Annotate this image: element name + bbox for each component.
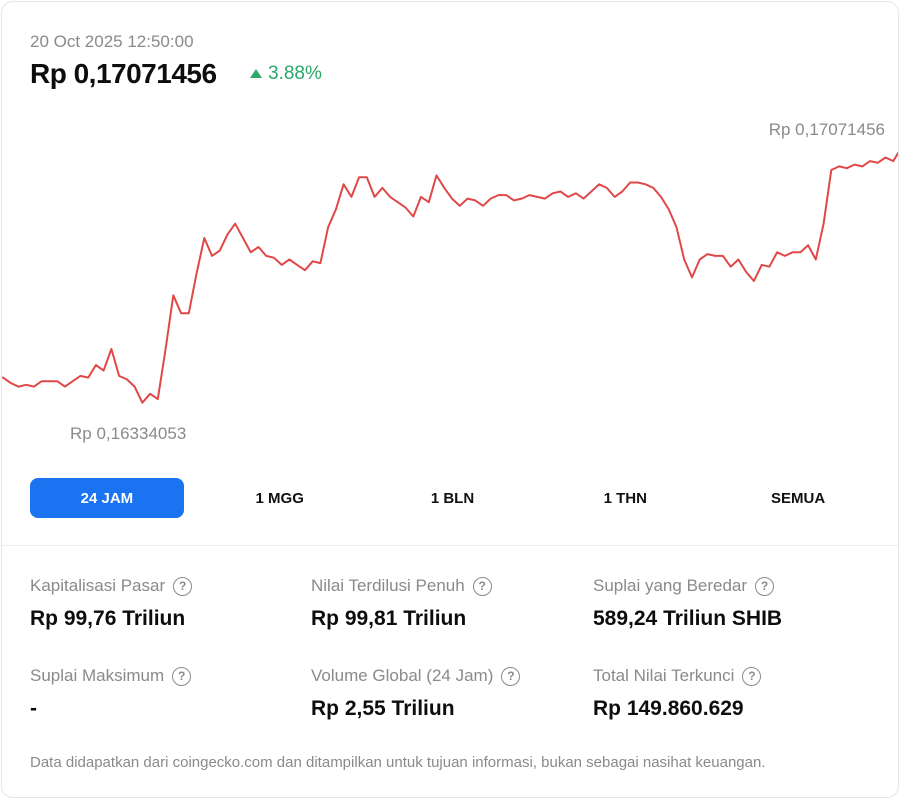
help-icon[interactable]: ? bbox=[173, 576, 193, 596]
arrow-up-icon bbox=[250, 69, 262, 78]
stat-total-value-locked: Total Nilai Terkunci? Rp 149.860.629 bbox=[593, 666, 863, 721]
help-icon[interactable]: ? bbox=[742, 666, 762, 686]
stat-value: Rp 99,81 Triliun bbox=[311, 607, 467, 630]
timestamp: 20 Oct 2025 12:50:00 bbox=[30, 32, 194, 51]
stat-max-supply: Suplai Maksimum? - bbox=[30, 666, 300, 721]
tab-1-bln[interactable]: 1 BLN bbox=[430, 489, 475, 507]
stat-label: Suplai Maksimum bbox=[30, 666, 165, 685]
tab-semua[interactable]: SEMUA bbox=[771, 489, 826, 507]
stat-value: Rp 149.860.629 bbox=[593, 697, 744, 720]
stat-value: 589,24 Triliun SHIB bbox=[593, 607, 783, 630]
help-icon[interactable]: ? bbox=[501, 666, 521, 686]
tab-1-mgg[interactable]: 1 MGG bbox=[255, 489, 304, 507]
stat-market-cap: Kapitalisasi Pasar? Rp 99,76 Triliun bbox=[30, 576, 300, 631]
stat-value: - bbox=[30, 697, 37, 720]
disclaimer-footnote: Data didapatkan dari coingecko.com dan d… bbox=[30, 754, 766, 771]
price-change: 3.88% bbox=[250, 63, 322, 85]
stat-label: Total Nilai Terkunci bbox=[593, 666, 735, 685]
price-line bbox=[2, 151, 898, 404]
tab-1-thn[interactable]: 1 THN bbox=[603, 489, 647, 507]
help-icon[interactable]: ? bbox=[472, 576, 492, 596]
section-divider bbox=[2, 545, 898, 546]
stat-fully-diluted: Nilai Terdilusi Penuh? Rp 99,81 Triliun bbox=[311, 576, 581, 631]
timeframe-tabs: 24 JAM 1 MGG 1 BLN 1 THN SEMUA bbox=[30, 478, 875, 518]
stat-value: Rp 99,76 Triliun bbox=[30, 607, 186, 630]
price-change-value: 3.88% bbox=[268, 63, 322, 84]
chart-high-label: Rp 0,17071456 bbox=[768, 120, 885, 139]
price-chart[interactable] bbox=[2, 112, 899, 452]
stat-label: Kapitalisasi Pasar bbox=[30, 576, 166, 595]
stat-circulating-supply: Suplai yang Beredar? 589,24 Triliun SHIB bbox=[593, 576, 863, 631]
stat-label: Suplai yang Beredar bbox=[593, 576, 748, 595]
help-icon[interactable]: ? bbox=[755, 576, 775, 596]
stat-value: Rp 2,55 Triliun bbox=[311, 697, 455, 720]
help-icon[interactable]: ? bbox=[172, 666, 192, 686]
chart-low-label: Rp 0,16334053 bbox=[70, 424, 187, 443]
tab-24-jam[interactable]: 24 JAM bbox=[30, 478, 184, 518]
current-price: Rp 0,17071456 bbox=[30, 58, 217, 89]
stat-global-volume: Volume Global (24 Jam)? Rp 2,55 Triliun bbox=[311, 666, 581, 721]
stat-label: Volume Global (24 Jam) bbox=[311, 666, 494, 685]
stat-label: Nilai Terdilusi Penuh bbox=[311, 576, 465, 595]
